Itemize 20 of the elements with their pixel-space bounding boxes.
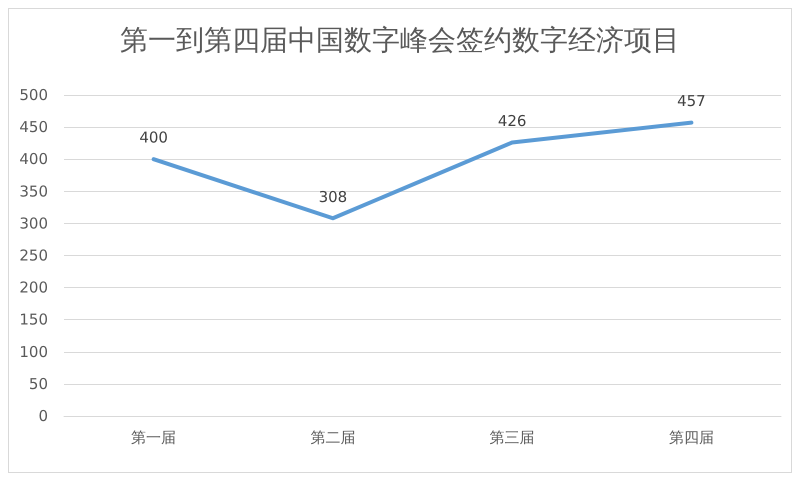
x-tick-label: 第一届 bbox=[131, 428, 176, 446]
y-tick-label: 100 bbox=[19, 342, 48, 361]
x-tick-label: 第四届 bbox=[668, 428, 714, 446]
data-label: 400 bbox=[139, 128, 168, 147]
data-label: 457 bbox=[677, 92, 706, 110]
y-tick-label: 150 bbox=[19, 310, 48, 329]
y-tick-label: 500 bbox=[19, 86, 48, 104]
data-label: 308 bbox=[318, 188, 348, 206]
y-tick-label: 350 bbox=[19, 182, 48, 200]
chart-title: 第一到第四届中国数字峰会签约数字经济项目 bbox=[120, 24, 680, 56]
y-tick-label: 250 bbox=[19, 246, 48, 264]
y-tick-label: 0 bbox=[38, 407, 48, 425]
y-tick-label: 300 bbox=[19, 214, 48, 232]
x-tick-label: 第二届 bbox=[310, 428, 356, 446]
y-tick-label: 400 bbox=[19, 150, 48, 168]
x-tick-label: 第三届 bbox=[490, 428, 535, 446]
y-tick-label: 50 bbox=[28, 374, 48, 393]
y-tick-label: 450 bbox=[19, 118, 48, 136]
data-label: 426 bbox=[498, 112, 526, 130]
y-tick-label: 200 bbox=[19, 278, 48, 297]
